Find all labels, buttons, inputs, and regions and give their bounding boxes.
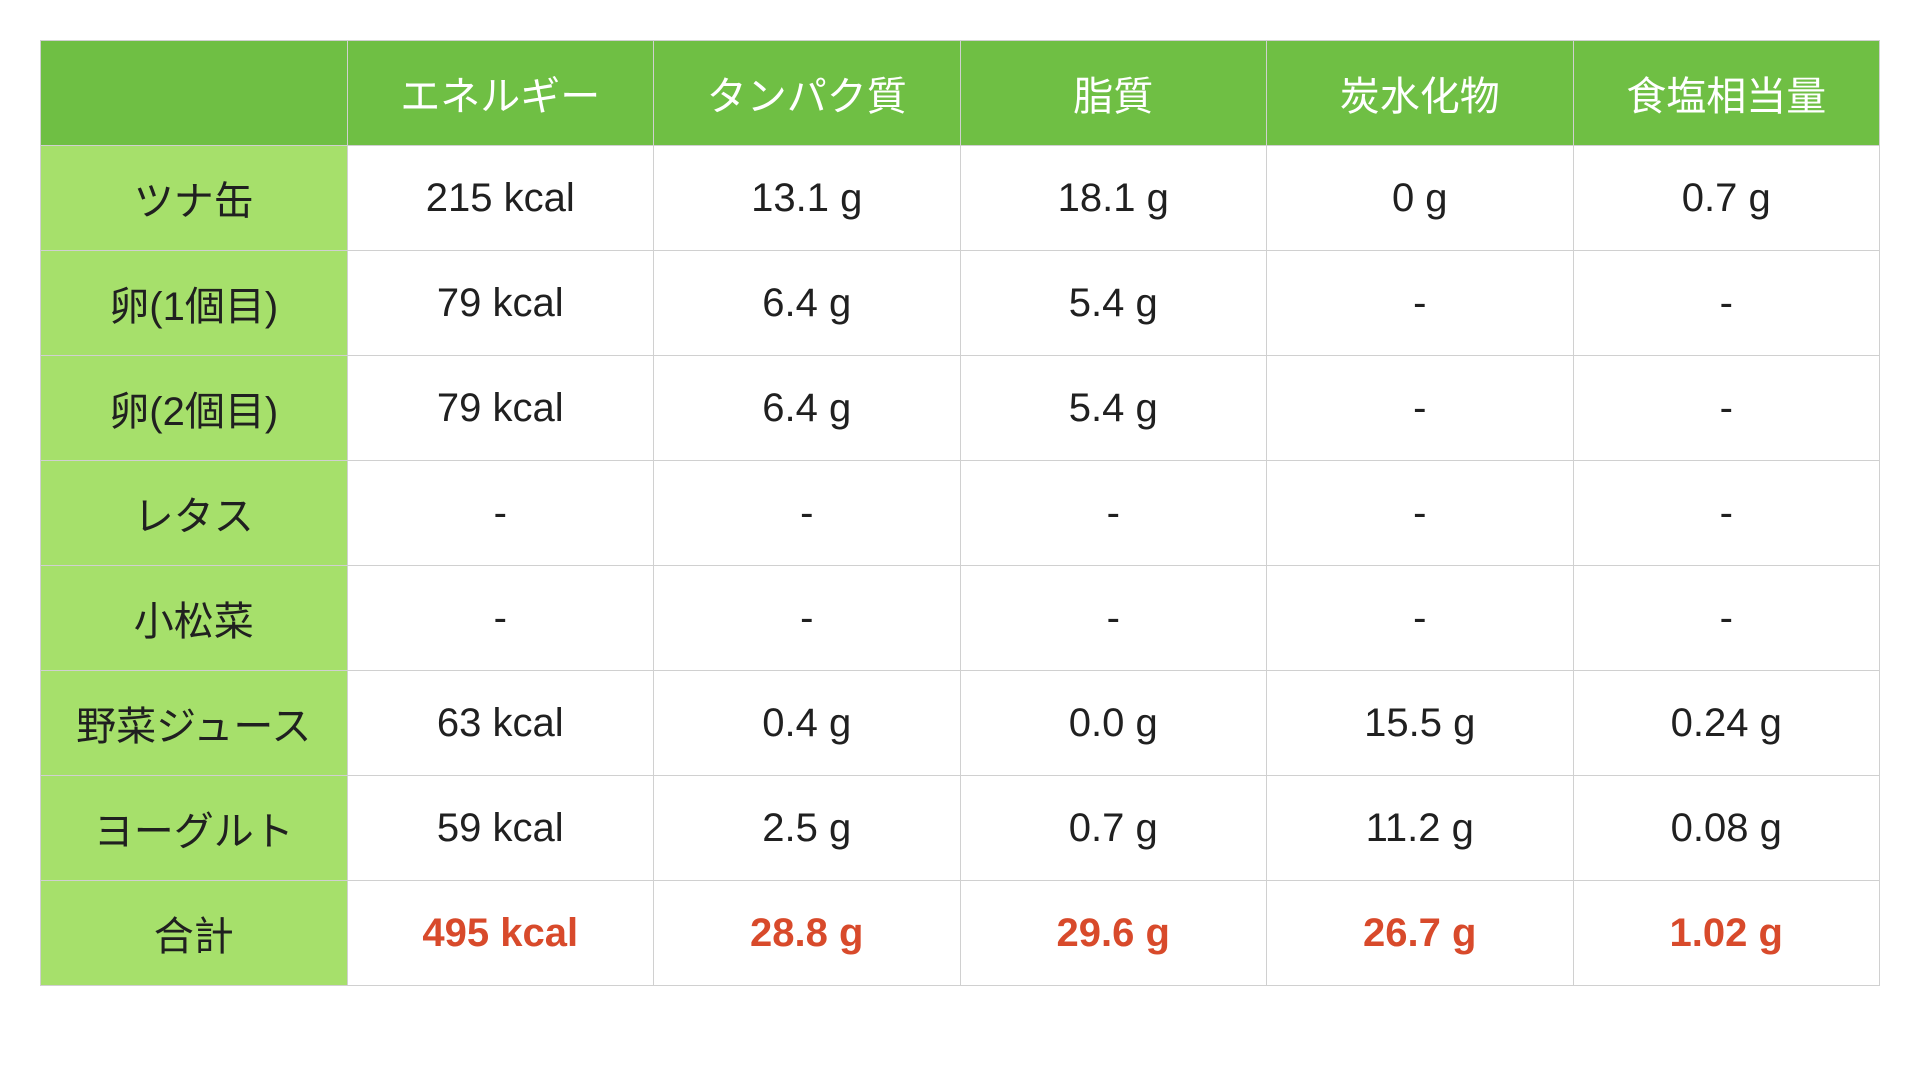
table-row: 卵(1個目) 79 kcal 6.4 g 5.4 g - -	[41, 251, 1880, 356]
cell: -	[960, 566, 1267, 671]
cell: 0.4 g	[654, 671, 961, 776]
row-label: 小松菜	[41, 566, 348, 671]
table-row: レタス - - - - -	[41, 461, 1880, 566]
cell: -	[1267, 356, 1574, 461]
header-fat: 脂質	[960, 41, 1267, 146]
cell: -	[1573, 566, 1880, 671]
cell: 0.08 g	[1573, 776, 1880, 881]
cell: 5.4 g	[960, 356, 1267, 461]
header-energy: エネルギー	[347, 41, 654, 146]
row-label: レタス	[41, 461, 348, 566]
header-row: エネルギー タンパク質 脂質 炭水化物 食塩相当量	[41, 41, 1880, 146]
total-cell: 29.6 g	[960, 881, 1267, 986]
cell: -	[1267, 461, 1574, 566]
cell: 2.5 g	[654, 776, 961, 881]
cell: 6.4 g	[654, 251, 961, 356]
cell: -	[654, 566, 961, 671]
header-carbs: 炭水化物	[1267, 41, 1574, 146]
total-cell: 28.8 g	[654, 881, 961, 986]
row-label: 卵(2個目)	[41, 356, 348, 461]
cell: -	[960, 461, 1267, 566]
row-label-total: 合計	[41, 881, 348, 986]
cell: -	[1267, 566, 1574, 671]
cell: 59 kcal	[347, 776, 654, 881]
cell: -	[654, 461, 961, 566]
cell: 79 kcal	[347, 356, 654, 461]
table-row: ヨーグルト 59 kcal 2.5 g 0.7 g 11.2 g 0.08 g	[41, 776, 1880, 881]
table-row: 小松菜 - - - - -	[41, 566, 1880, 671]
cell: 18.1 g	[960, 146, 1267, 251]
cell: -	[347, 566, 654, 671]
total-cell: 495 kcal	[347, 881, 654, 986]
cell: 79 kcal	[347, 251, 654, 356]
table-row: ツナ缶 215 kcal 13.1 g 18.1 g 0 g 0.7 g	[41, 146, 1880, 251]
cell: 63 kcal	[347, 671, 654, 776]
row-label: 卵(1個目)	[41, 251, 348, 356]
cell: 0.7 g	[1573, 146, 1880, 251]
cell: 5.4 g	[960, 251, 1267, 356]
cell: -	[1573, 251, 1880, 356]
cell: 0.0 g	[960, 671, 1267, 776]
row-label: 野菜ジュース	[41, 671, 348, 776]
cell: 0.7 g	[960, 776, 1267, 881]
row-label: ヨーグルト	[41, 776, 348, 881]
cell: -	[1267, 251, 1574, 356]
total-row: 合計 495 kcal 28.8 g 29.6 g 26.7 g 1.02 g	[41, 881, 1880, 986]
cell: 0.24 g	[1573, 671, 1880, 776]
cell: 15.5 g	[1267, 671, 1574, 776]
header-protein: タンパク質	[654, 41, 961, 146]
row-label: ツナ缶	[41, 146, 348, 251]
total-cell: 1.02 g	[1573, 881, 1880, 986]
nutrition-table: エネルギー タンパク質 脂質 炭水化物 食塩相当量 ツナ缶 215 kcal 1…	[40, 40, 1880, 986]
cell: -	[1573, 461, 1880, 566]
table-row: 卵(2個目) 79 kcal 6.4 g 5.4 g - -	[41, 356, 1880, 461]
total-cell: 26.7 g	[1267, 881, 1574, 986]
cell: 11.2 g	[1267, 776, 1574, 881]
cell: -	[1573, 356, 1880, 461]
cell: 6.4 g	[654, 356, 961, 461]
table-row: 野菜ジュース 63 kcal 0.4 g 0.0 g 15.5 g 0.24 g	[41, 671, 1880, 776]
cell: 0 g	[1267, 146, 1574, 251]
cell: 13.1 g	[654, 146, 961, 251]
cell: -	[347, 461, 654, 566]
cell: 215 kcal	[347, 146, 654, 251]
header-blank	[41, 41, 348, 146]
header-salt: 食塩相当量	[1573, 41, 1880, 146]
